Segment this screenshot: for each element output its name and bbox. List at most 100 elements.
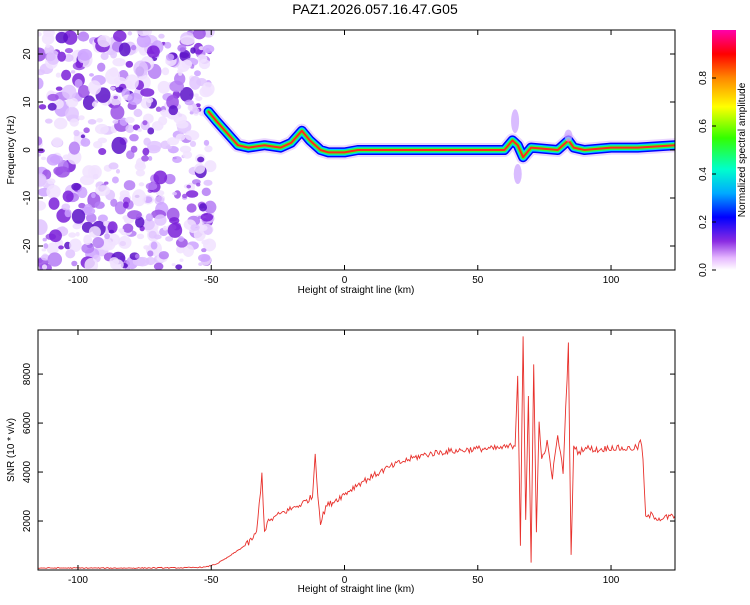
- noise-blob: [161, 67, 170, 76]
- noise-blob: [169, 217, 180, 224]
- noise-blob: [83, 127, 90, 134]
- colorbar-tick-label: 0.4: [698, 167, 709, 181]
- noise-blob: [68, 232, 77, 238]
- noise-blob: [103, 220, 109, 227]
- noise-blob: [142, 120, 148, 126]
- noise-blob: [38, 47, 47, 62]
- spectral-lobe: [564, 129, 573, 142]
- noise-blob: [125, 80, 133, 89]
- noise-blob: [48, 197, 60, 210]
- top-xtick-label: 50: [472, 275, 484, 286]
- spectral-lobe: [511, 109, 520, 134]
- noise-blob: [46, 50, 60, 65]
- noise-blob: [38, 200, 47, 211]
- noise-blob: [110, 104, 125, 120]
- bot-ytick-label: 4000: [22, 460, 33, 483]
- noise-blob: [137, 128, 142, 132]
- ridge-band-4: [207, 110, 675, 159]
- noise-blob: [123, 201, 129, 209]
- noise-blob: [81, 206, 96, 216]
- noise-blob: [198, 58, 211, 70]
- spectral-lobe: [513, 164, 522, 184]
- noise-blob: [197, 156, 205, 163]
- noise-blob: [134, 253, 140, 259]
- noise-blob: [88, 164, 102, 180]
- noise-blob: [131, 189, 147, 207]
- noise-blob: [199, 86, 213, 98]
- noise-blob: [133, 60, 148, 77]
- noise-blob: [44, 118, 53, 124]
- colorbar-gradient: [712, 30, 736, 270]
- noise-blob: [127, 210, 142, 220]
- noise-blob: [38, 69, 46, 76]
- noise-blob: [62, 154, 71, 160]
- noise-blob: [47, 178, 56, 185]
- top-xtick-label: 100: [603, 275, 620, 286]
- noise-blob: [74, 78, 83, 89]
- noise-blob: [113, 30, 127, 42]
- snr-xlabel: Height of straight line (km): [298, 584, 415, 595]
- noise-blob: [164, 41, 172, 49]
- noise-blob: [91, 192, 96, 199]
- noise-blob: [123, 180, 136, 191]
- noise-blob: [43, 30, 55, 38]
- noise-blob: [109, 257, 120, 266]
- bot-ytick-label: 2000: [22, 509, 33, 532]
- noise-blob: [172, 156, 182, 164]
- noise-blob: [108, 229, 115, 234]
- noise-blob: [62, 84, 77, 100]
- noise-blob: [190, 224, 200, 231]
- noise-blob: [55, 86, 63, 91]
- noise-blob: [94, 201, 105, 209]
- noise-blob: [182, 244, 195, 257]
- bot-ytick-label: 8000: [22, 363, 33, 386]
- noise-blob: [118, 235, 132, 249]
- bot-ytick-label: 6000: [22, 412, 33, 435]
- noise-blob: [193, 93, 199, 98]
- noise-blob: [204, 160, 217, 173]
- noise-blob: [175, 264, 183, 270]
- noise-blob: [125, 124, 135, 133]
- noise-blob: [193, 30, 206, 40]
- noise-blob: [58, 245, 64, 250]
- noise-blob: [146, 45, 160, 59]
- noise-blob: [193, 42, 204, 55]
- noise-blob: [64, 208, 72, 218]
- noise-blob: [47, 252, 63, 267]
- noise-blob: [195, 96, 203, 101]
- noise-blob: [122, 223, 134, 233]
- noise-blob: [181, 59, 193, 69]
- colorbar-tick-label: 0.6: [698, 119, 709, 133]
- noise-blob: [97, 137, 108, 144]
- noise-blob: [175, 133, 186, 141]
- noise-blob: [111, 176, 119, 184]
- noise-region: [38, 30, 217, 270]
- noise-blob: [49, 229, 62, 243]
- noise-blob: [115, 86, 124, 93]
- noise-blob: [182, 193, 188, 199]
- noise-blob: [135, 169, 146, 177]
- noise-blob: [130, 44, 137, 51]
- noise-blob: [189, 111, 194, 115]
- noise-blob: [168, 105, 179, 116]
- noise-blob: [166, 95, 179, 109]
- noise-blob: [141, 218, 155, 231]
- top-xtick-label: 0: [342, 275, 348, 286]
- noise-blob: [84, 257, 99, 270]
- noise-blob: [95, 185, 111, 196]
- noise-blob: [203, 139, 210, 146]
- noise-blob: [127, 92, 143, 106]
- noise-blob: [125, 116, 135, 124]
- noise-blob: [186, 203, 197, 213]
- noise-blob: [88, 226, 101, 239]
- noise-blob: [119, 190, 130, 198]
- noise-blob: [38, 104, 47, 110]
- noise-blob: [204, 145, 213, 153]
- noise-blob: [201, 248, 207, 253]
- noise-blob: [111, 136, 127, 155]
- noise-blob: [108, 162, 119, 170]
- colorbar-label: Normalized spectral amplitude: [737, 82, 748, 217]
- noise-blob: [157, 80, 171, 94]
- noise-blob: [201, 187, 211, 197]
- noise-blob: [204, 200, 217, 214]
